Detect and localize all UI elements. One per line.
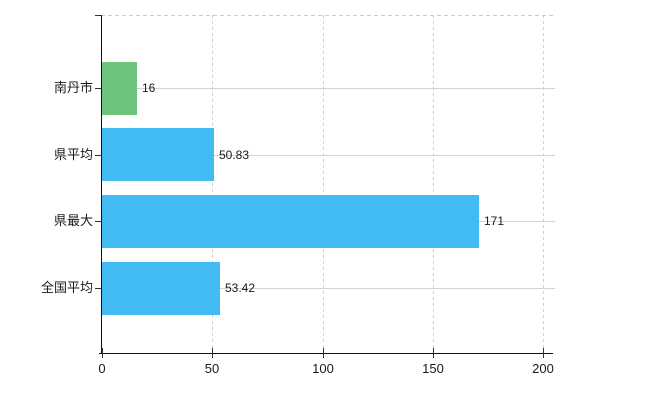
y-axis-tick xyxy=(95,88,101,89)
x-tick-label: 200 xyxy=(532,361,554,376)
bar-value-label: 50.83 xyxy=(219,148,250,162)
x-tick-label: 50 xyxy=(204,361,220,376)
plot-top-border xyxy=(101,15,555,16)
x-axis xyxy=(99,353,553,354)
x-axis-tick xyxy=(543,348,544,358)
bar-value-label: 53.42 xyxy=(225,281,256,295)
x-axis-tick xyxy=(102,348,103,358)
bar xyxy=(102,195,479,248)
x-axis-tick xyxy=(433,348,434,358)
x-axis-tick xyxy=(212,348,213,358)
x-tick-label: 0 xyxy=(98,361,106,376)
gridline-horizontal xyxy=(101,88,555,89)
category-label: 県平均 xyxy=(53,147,93,162)
x-tick-label: 150 xyxy=(422,361,444,376)
y-axis xyxy=(101,15,102,353)
y-axis-tick xyxy=(95,155,101,156)
category-label: 全国平均 xyxy=(40,280,93,295)
y-axis-top-tick xyxy=(95,15,101,16)
y-axis-tick xyxy=(95,288,101,289)
gridline-vertical xyxy=(323,15,324,353)
x-axis-tick xyxy=(323,348,324,358)
bar xyxy=(102,262,220,315)
gridline-vertical xyxy=(212,15,213,353)
gridline-horizontal xyxy=(101,288,555,289)
bar-value-label: 171 xyxy=(484,214,505,228)
category-label: 県最大 xyxy=(53,213,93,228)
x-tick-label: 100 xyxy=(312,361,334,376)
bar xyxy=(102,62,137,115)
gridline-vertical xyxy=(543,15,544,353)
category-label: 南丹市 xyxy=(53,80,93,95)
gridline-vertical xyxy=(433,15,434,353)
y-axis-tick xyxy=(95,221,101,222)
gridline-horizontal xyxy=(101,155,555,156)
bar-value-label: 16 xyxy=(142,81,156,95)
bar xyxy=(102,128,214,181)
